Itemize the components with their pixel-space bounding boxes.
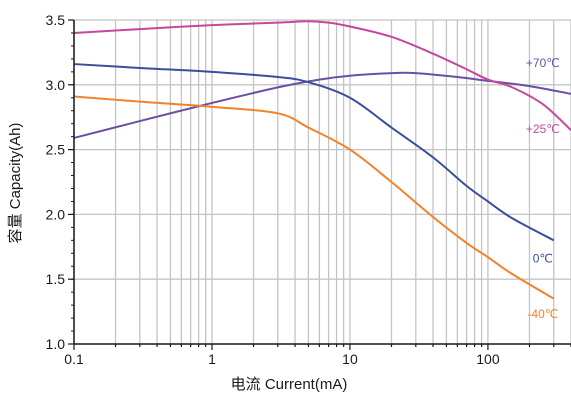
- series-label-1: +25℃: [526, 122, 560, 136]
- series-label-3: -40℃: [527, 307, 558, 321]
- x-tick-label: 0.1: [64, 351, 84, 367]
- series-line-1: [73, 20, 571, 131]
- series-line-0: [73, 71, 571, 139]
- y-axis-title: 容量 Capacity(Ah): [7, 123, 24, 244]
- x-tick-label: 100: [476, 351, 500, 367]
- y-tick-label: 3.5: [46, 12, 66, 28]
- series-line-3: [73, 95, 555, 300]
- series-labels: +70℃ +25℃ 0℃ -40℃: [526, 56, 560, 321]
- y-tick-label: 1.0: [46, 336, 66, 352]
- y-tick-label: 2.0: [46, 206, 66, 222]
- axes: [68, 19, 571, 350]
- series-lines: [73, 20, 571, 300]
- x-axis-title: 电流 Current(mA): [231, 376, 348, 393]
- series-line-2: [73, 63, 555, 242]
- y-tick-label: 3.0: [46, 77, 66, 93]
- tick-labels: 1.0 1.5 2.0 2.5 3.0 3.5 0.1 1 10 100: [46, 12, 500, 367]
- series-label-0: +70℃: [526, 56, 560, 70]
- y-tick-label: 1.5: [46, 271, 66, 287]
- series-label-2: 0℃: [533, 251, 553, 265]
- x-tick-label: 1: [208, 351, 216, 367]
- y-tick-label: 2.5: [46, 142, 66, 158]
- x-tick-label: 10: [342, 351, 358, 367]
